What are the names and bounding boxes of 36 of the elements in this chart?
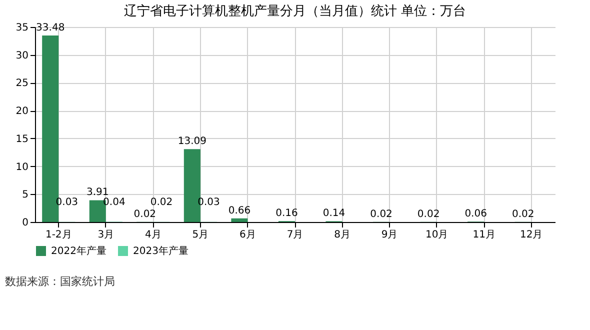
data-label: 0.02 xyxy=(370,208,392,220)
bar xyxy=(231,218,248,222)
x-tick-label: 6月 xyxy=(240,230,256,240)
x-tick-label: 10月 xyxy=(425,230,448,240)
legend-label: 2023年产量 xyxy=(133,245,188,257)
x-tick-label: 9月 xyxy=(381,230,398,240)
y-tick-label: 30 xyxy=(16,50,28,62)
y-tick-label: 20 xyxy=(16,106,28,118)
data-label: 33.48 xyxy=(36,22,65,34)
x-tick-label: 7月 xyxy=(286,230,304,240)
data-label: 0.16 xyxy=(276,208,298,220)
x-tick-label: 12月 xyxy=(520,230,543,240)
data-label: 0.02 xyxy=(134,208,156,220)
data-label: 0.66 xyxy=(228,205,251,216)
y-tick-label: 10 xyxy=(16,162,28,173)
y-tick-label: 0 xyxy=(22,218,28,228)
y-tick-label: 25 xyxy=(16,78,28,90)
y-tick-label: 5 xyxy=(22,190,28,201)
data-label: 0.06 xyxy=(464,208,487,220)
data-label: 3.91 xyxy=(86,187,109,198)
data-label: 0.02 xyxy=(512,208,534,220)
chart-title: 辽宁省电子计算机整机产量分月（当月值）统计 单位：万台 xyxy=(124,3,466,19)
data-label: 0.02 xyxy=(417,208,440,220)
y-tick-label: 35 xyxy=(16,22,28,34)
x-tick-label: 11月 xyxy=(472,230,496,240)
x-tick-label: 3月 xyxy=(98,230,114,240)
x-tick-label: 1-2月 xyxy=(45,230,72,240)
data-label: 13.09 xyxy=(178,136,206,148)
x-tick-label: 5月 xyxy=(192,230,209,240)
data-label: 0.02 xyxy=(150,196,173,208)
legend-label: 2022年产量 xyxy=(51,245,106,257)
x-tick-label: 4月 xyxy=(144,230,162,240)
y-tick-label: 15 xyxy=(16,134,28,145)
source-note: 数据来源：国家统计局 xyxy=(5,275,115,288)
data-label: 0.14 xyxy=(322,208,346,220)
x-tick-label: 8月 xyxy=(334,230,350,240)
